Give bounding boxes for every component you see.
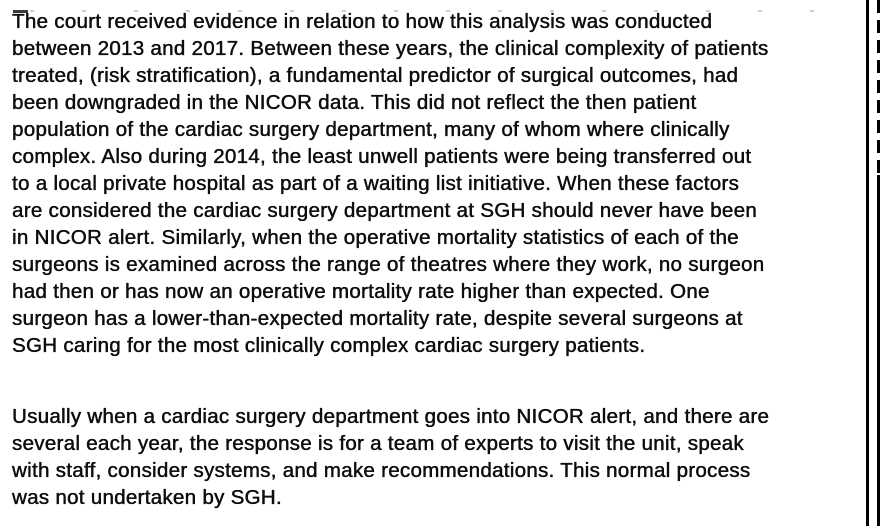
right-border-inner-line	[866, 0, 869, 526]
scan-noise-mark	[13, 10, 28, 13]
top-edge-scan-artifact	[30, 10, 840, 12]
paragraph-court-evidence: The court received evidence in relation …	[12, 10, 769, 357]
paragraph-nicor-alert-response: Usually when a cardiac surgery departmen…	[12, 405, 770, 509]
right-border-outer-edge-line	[877, 0, 880, 526]
document-text-block: The court received evidence in relation …	[12, 8, 864, 511]
